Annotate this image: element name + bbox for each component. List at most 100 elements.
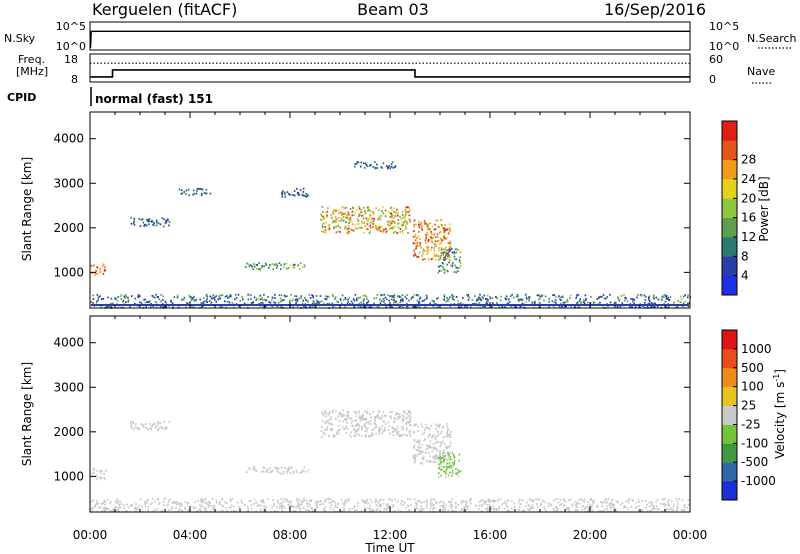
- echo-cell: [630, 298, 632, 300]
- echo-cell: [384, 426, 386, 429]
- echo-cell: [599, 295, 602, 298]
- echo-cell: [541, 499, 544, 502]
- echo-cell: [205, 295, 208, 297]
- echo-cell: [315, 295, 318, 297]
- echo-cell: [130, 421, 132, 424]
- echo-cell: [625, 297, 627, 300]
- echo-cell: [328, 225, 330, 228]
- echo-cell: [271, 263, 274, 265]
- echo-cell: [453, 456, 455, 459]
- echo-cell: [415, 449, 418, 452]
- echo-cell: [324, 506, 327, 508]
- echo-cell: [363, 162, 365, 165]
- freq-label-line2: [MHz]: [16, 65, 48, 78]
- echo-cell: [331, 428, 334, 431]
- echo-cell: [431, 504, 434, 507]
- echo-cell: [380, 225, 383, 228]
- echo-cell: [393, 421, 395, 423]
- echo-cell: [420, 505, 422, 508]
- echo-cell: [457, 267, 459, 269]
- echo-cell: [144, 505, 147, 508]
- echo-cell: [430, 446, 433, 449]
- echo-cell: [405, 206, 407, 209]
- echo-cell: [96, 469, 98, 472]
- echo-cell: [486, 302, 489, 305]
- echo-cell: [365, 426, 367, 429]
- echo-cell: [537, 506, 539, 508]
- echo-cell: [353, 411, 355, 413]
- echo-cell: [328, 227, 331, 230]
- echo-cell: [302, 306, 305, 309]
- echo-cell: [380, 498, 382, 501]
- echo-cell: [466, 305, 468, 308]
- echo-cell: [437, 440, 440, 443]
- colorbar-tick-label: 25: [741, 399, 756, 413]
- echo-cell: [425, 500, 428, 502]
- echo-cell: [372, 411, 374, 413]
- echo-cell: [405, 429, 408, 431]
- echo-cell: [255, 267, 258, 270]
- echo-cell: [432, 507, 435, 509]
- echo-cell: [354, 420, 357, 422]
- echo-cell: [187, 502, 189, 504]
- echo-cell: [351, 424, 353, 427]
- echo-cell: [498, 507, 500, 510]
- echo-cell: [376, 167, 378, 169]
- echo-cell: [362, 299, 365, 302]
- echo-cell: [339, 298, 342, 300]
- echo-cell: [212, 505, 215, 508]
- echo-cell: [159, 426, 161, 429]
- echo-cell: [565, 508, 567, 511]
- echo-cell: [178, 508, 181, 510]
- echo-cell: [428, 428, 431, 431]
- echo-cell: [479, 298, 482, 301]
- echo-cell: [165, 428, 167, 430]
- echo-cell: [445, 467, 448, 470]
- echo-cell: [145, 306, 147, 308]
- echo-cell: [233, 306, 235, 309]
- echo-cell: [569, 294, 572, 297]
- echo-cell: [353, 505, 356, 508]
- echo-cell: [246, 262, 248, 265]
- echo-cell: [409, 432, 411, 435]
- echo-cell: [458, 453, 461, 456]
- echo-cell: [681, 499, 684, 502]
- echo-cell: [446, 237, 448, 240]
- echo-cell: [484, 502, 486, 505]
- echo-cell: [95, 474, 97, 477]
- echo-cell: [115, 500, 117, 502]
- echo-cell: [385, 508, 387, 511]
- echo-cell: [370, 501, 373, 504]
- echo-cell: [641, 508, 644, 511]
- echo-cell: [358, 215, 360, 218]
- echo-cell: [107, 508, 110, 511]
- echo-cell: [340, 211, 342, 214]
- echo-cell: [407, 498, 409, 500]
- echo-cell: [436, 240, 439, 243]
- echo-cell: [377, 501, 380, 504]
- echo-cell: [206, 298, 208, 301]
- echo-cell: [284, 295, 287, 298]
- echo-cell: [332, 499, 335, 502]
- echo-cell: [263, 501, 265, 504]
- echo-cell: [250, 508, 253, 510]
- echo-cell: [332, 508, 335, 511]
- echo-cell: [528, 295, 530, 298]
- echo-cell: [360, 208, 362, 211]
- echo-cell: [442, 456, 445, 459]
- echo-cell: [324, 500, 326, 503]
- echo-cell: [455, 506, 457, 508]
- echo-cell: [377, 229, 379, 232]
- echo-cell: [536, 294, 539, 297]
- echo-cell: [367, 421, 370, 423]
- echo-cell: [357, 297, 360, 300]
- echo-cell: [379, 298, 381, 301]
- echo-cell: [172, 501, 175, 503]
- echo-cell: [466, 293, 468, 296]
- echo-cell: [610, 506, 613, 508]
- echo-cell: [416, 243, 419, 246]
- echo-cell: [263, 467, 266, 469]
- echo-cell: [441, 468, 443, 471]
- echo-cell: [435, 448, 438, 450]
